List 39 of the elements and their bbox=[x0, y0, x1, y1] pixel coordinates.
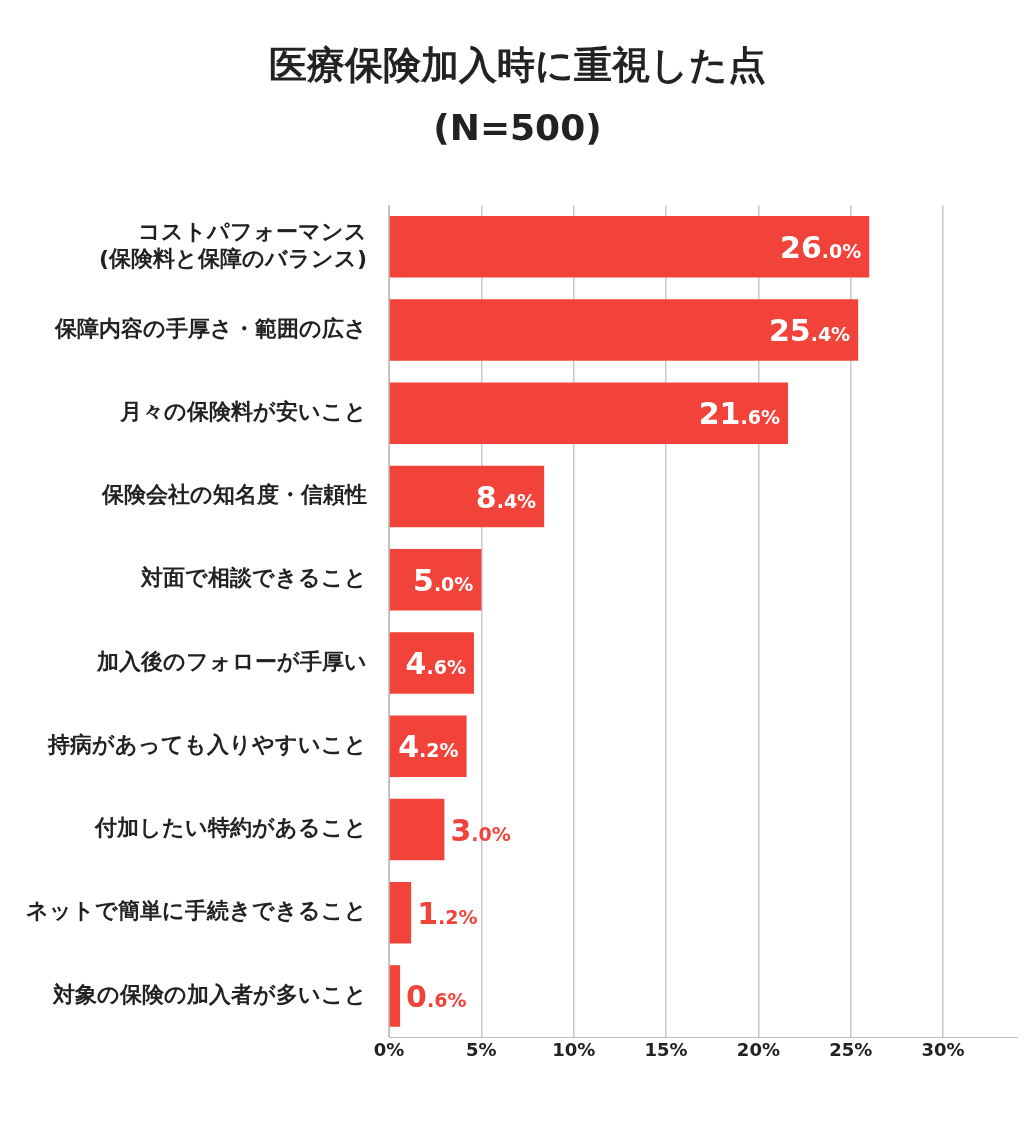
chart-subtitle: (N=500) bbox=[432, 107, 603, 148]
bar bbox=[389, 715, 467, 778]
x-tick-label: 30% bbox=[921, 1039, 965, 1061]
data-label: 4.6% bbox=[405, 646, 466, 682]
data-label: 26.0% bbox=[780, 229, 862, 265]
data-label: 8.4% bbox=[475, 479, 537, 515]
y-tick-label: 保障内容の手厚さ・範囲の広さ bbox=[54, 315, 367, 341]
bar bbox=[389, 548, 482, 611]
y-tick-label: コストパフォーマンス (保険料と保障のバランス) bbox=[98, 219, 367, 271]
y-tick-label: 保険会社の知名度・信頼性 bbox=[101, 482, 367, 508]
data-label: 4.2% bbox=[398, 729, 459, 765]
bar bbox=[389, 881, 412, 944]
y-tick-label: ネットで簡単に手続きできること bbox=[26, 898, 367, 924]
y-tick-label: 加入後のフォローが手厚い bbox=[96, 648, 367, 674]
data-label: 25.4% bbox=[768, 313, 851, 349]
data-label: 5.0% bbox=[413, 562, 474, 598]
bar bbox=[389, 465, 545, 528]
data-label: 0.6% bbox=[406, 978, 467, 1014]
x-tick-label: 20% bbox=[736, 1039, 780, 1061]
data-label: 21.6% bbox=[698, 396, 780, 432]
bar bbox=[389, 382, 788, 445]
bar bbox=[389, 632, 474, 694]
data-label: 1.2% bbox=[417, 895, 478, 931]
x-tick-label: 10% bbox=[552, 1039, 596, 1061]
x-tick-label: 0% bbox=[373, 1039, 405, 1061]
bar bbox=[389, 299, 859, 361]
bar bbox=[389, 798, 445, 861]
chart-title: 医療保険加入時に重視した点 bbox=[268, 42, 767, 89]
y-tick-label: 持病があっても入りやすいこと bbox=[47, 731, 367, 757]
y-tick-label: 月々の保険料が安いこと bbox=[119, 399, 367, 425]
x-tick-label: 5% bbox=[466, 1039, 497, 1061]
data-label: 3.0% bbox=[450, 812, 511, 848]
y-tick-label: 付加したい特約があること bbox=[94, 815, 367, 841]
y-tick-label: 対面で相談できること bbox=[140, 565, 367, 591]
y-tick-label: 対象の保険の加入者が多いこと bbox=[52, 981, 367, 1007]
x-tick-label: 15% bbox=[644, 1039, 688, 1061]
bar bbox=[389, 216, 870, 278]
bar bbox=[389, 965, 401, 1027]
x-tick-label: 25% bbox=[829, 1039, 873, 1061]
